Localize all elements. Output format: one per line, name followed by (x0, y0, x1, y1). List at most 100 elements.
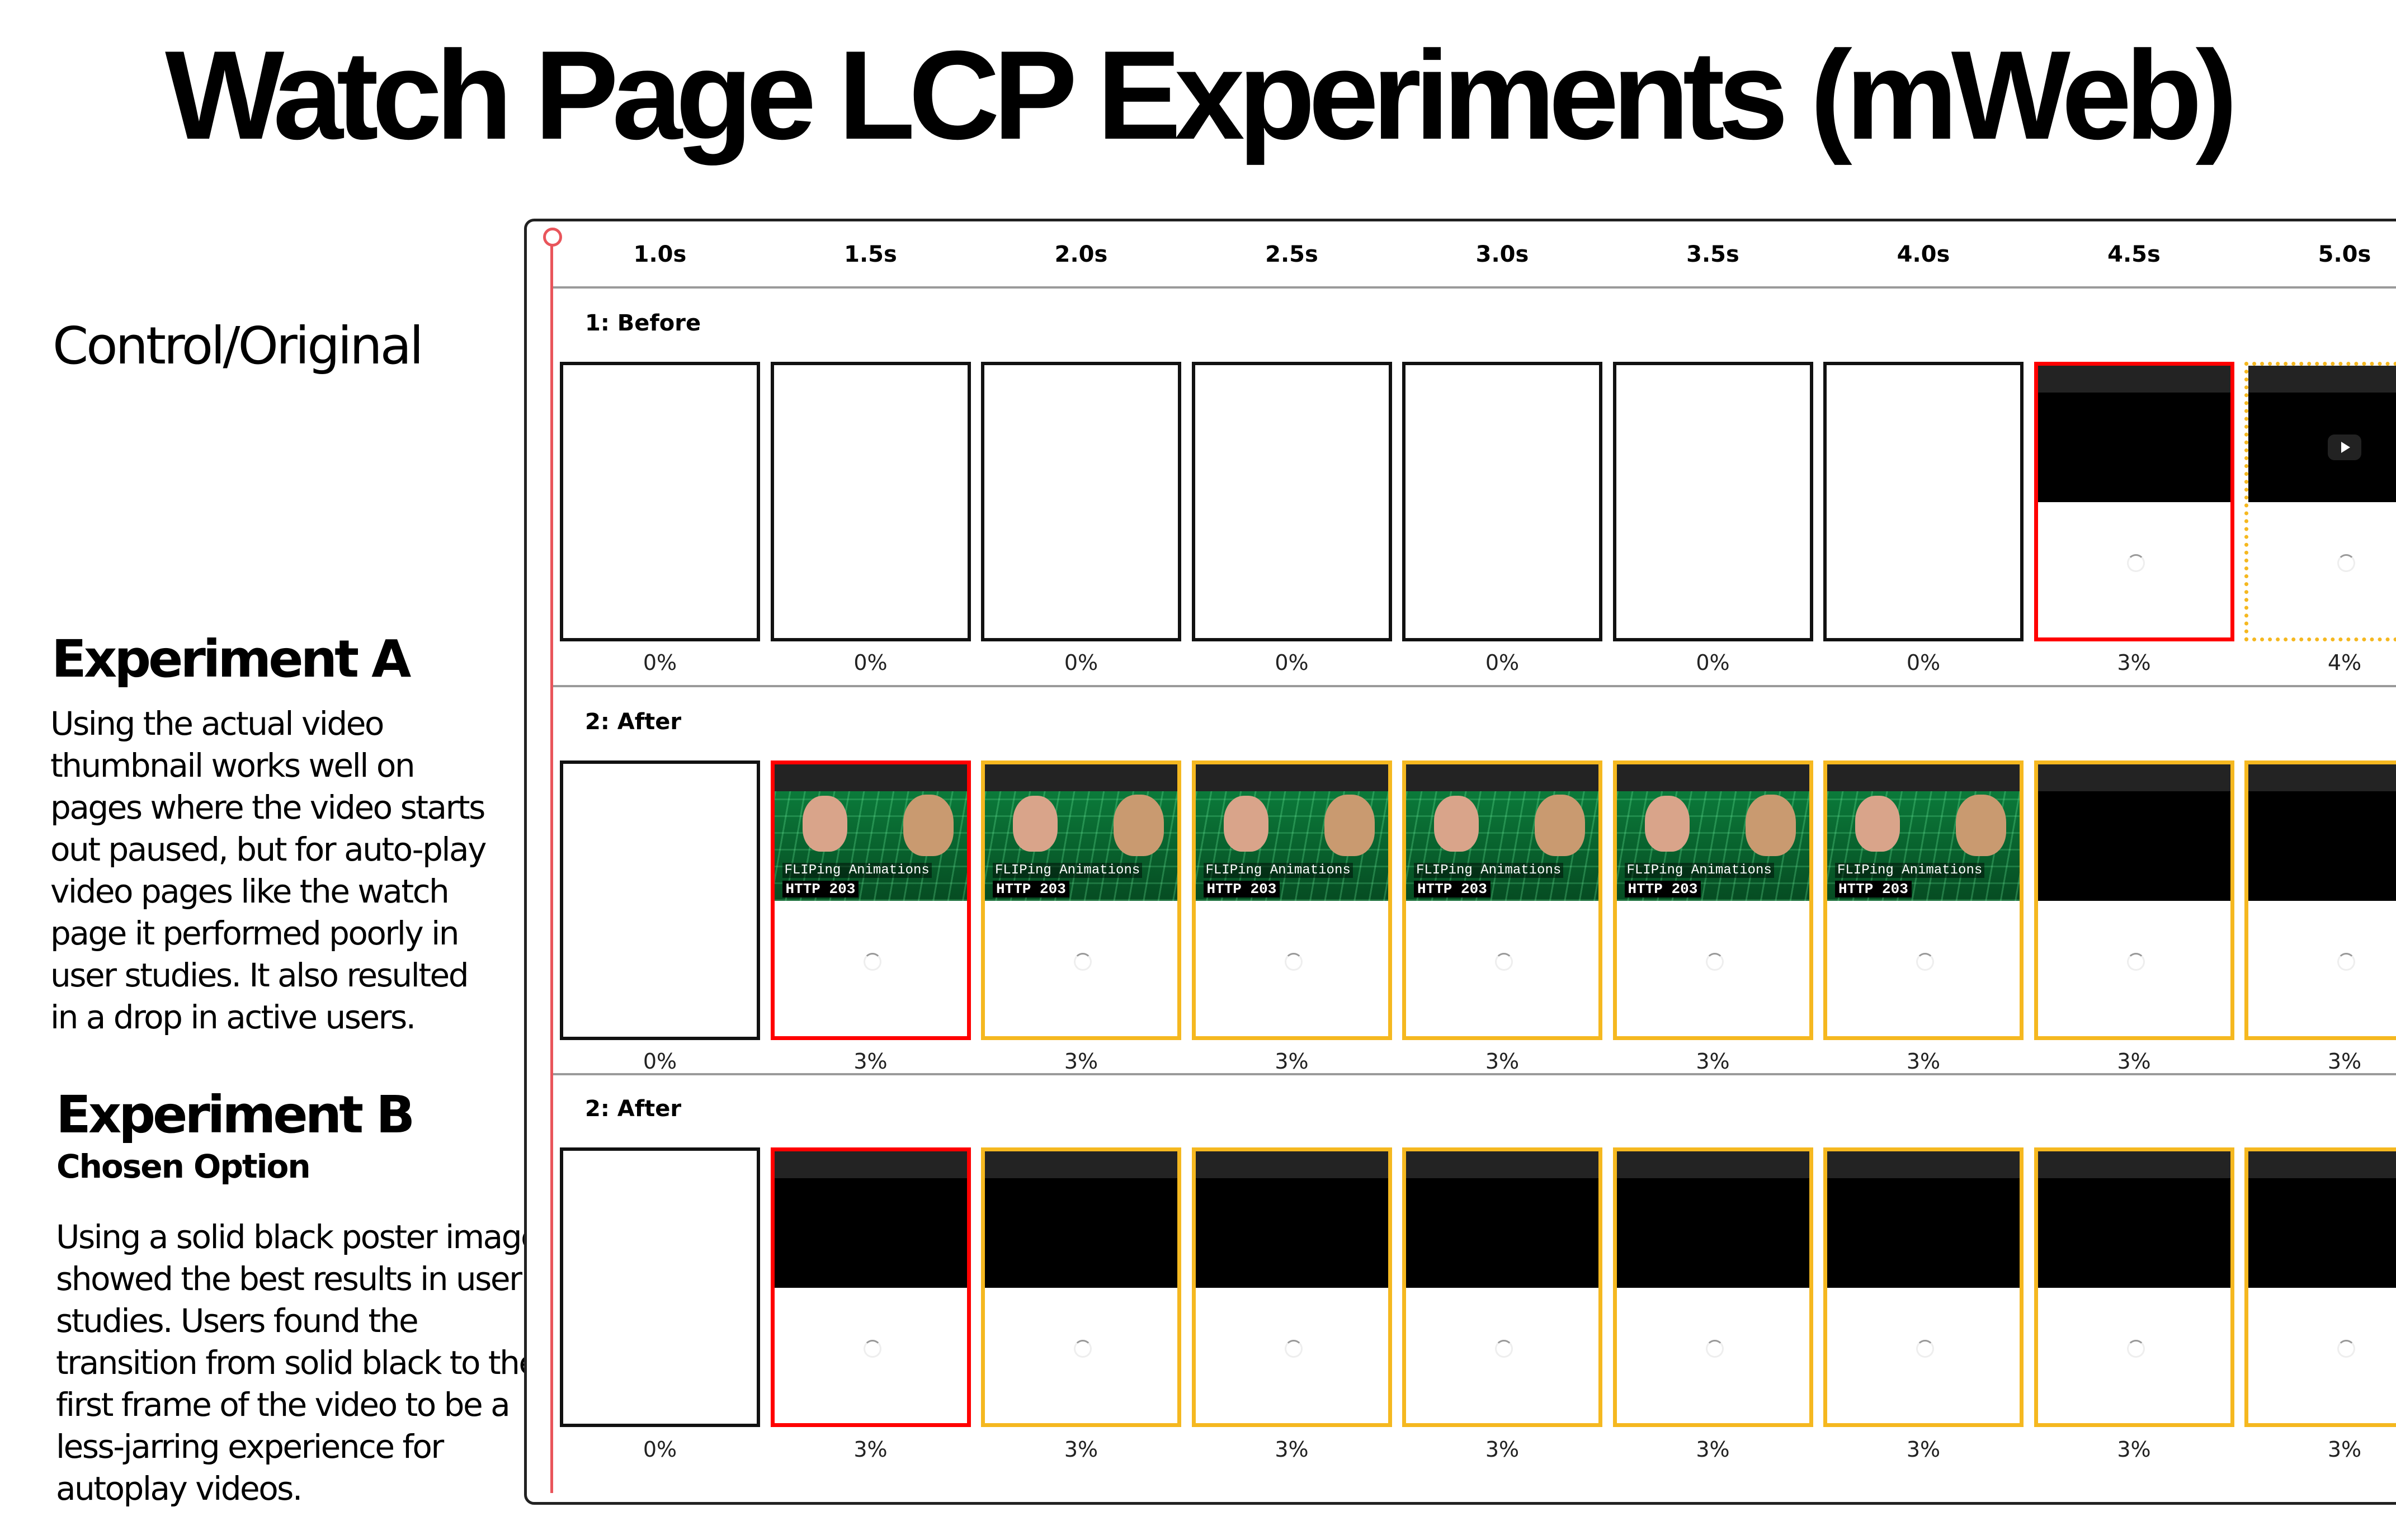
description-line: autoplay videos. (56, 1470, 303, 1508)
timeline-marker-handle[interactable] (543, 228, 562, 247)
filmstrip-frame[interactable] (1191, 1147, 1392, 1427)
presenter-image (1114, 795, 1164, 856)
frame-screenshot: FLIPing Animations HTTP 203 (985, 764, 1177, 1036)
visual-progress: 0% (643, 1049, 677, 1074)
loading-spinner-icon (1705, 1339, 1724, 1358)
thumbnail-subtitle: HTTP 203 (1414, 881, 1491, 897)
loading-spinner-icon (1284, 1339, 1303, 1358)
filmstrip-frame[interactable] (770, 362, 971, 641)
filmstrip-frame[interactable]: FLIPing Animations HTTP 203 (981, 760, 1181, 1040)
time-tick: 3.5s (1686, 242, 1739, 267)
frame-screenshot (984, 365, 1178, 638)
filmstrip-frame[interactable]: FLIPing Animations HTTP 203 (770, 760, 971, 1040)
loading-spinner-icon (2126, 554, 2145, 572)
filmstrip-frame[interactable] (1191, 362, 1392, 641)
filmstrip-frame[interactable] (770, 1147, 971, 1427)
description-line: user studies. It also resulted (50, 956, 469, 994)
presenter-image (1855, 796, 1900, 852)
loading-spinner-icon (1705, 952, 1724, 971)
filmstrip-frame[interactable] (2034, 760, 2234, 1040)
video-thumbnail: FLIPing Animations HTTP 203 (774, 791, 967, 901)
thumbnail-subtitle: HTTP 203 (782, 881, 859, 897)
filmstrip-frame[interactable] (2244, 362, 2396, 641)
visual-progress: 3% (1275, 1049, 1309, 1074)
page-header-bar (985, 764, 1177, 791)
page-header-bar (1195, 764, 1388, 791)
row-label: 2: After (585, 1096, 682, 1122)
page-header-bar (1827, 1151, 2020, 1178)
thumbnail-title: FLIPing Animations (782, 863, 932, 878)
filmstrip-frame[interactable]: FLIPing Animations HTTP 203 (1191, 760, 1392, 1040)
page-header-bar (985, 1151, 1177, 1178)
black-poster (985, 1178, 1177, 1288)
filmstrip-frame[interactable] (1402, 362, 1602, 641)
filmstrip-frame[interactable] (2244, 1147, 2396, 1427)
time-tick: 1.0s (633, 242, 687, 267)
page-header-bar (1195, 1151, 1388, 1178)
loading-spinner-icon (2126, 1339, 2145, 1358)
loading-spinner-icon (2337, 1339, 2355, 1358)
visual-progress: 3% (853, 1437, 888, 1462)
filmstrip-frame[interactable] (1823, 1147, 2024, 1427)
black-poster (774, 1178, 967, 1288)
video-thumbnail: FLIPing Animations HTTP 203 (1827, 791, 2020, 901)
filmstrip-frame[interactable] (560, 760, 760, 1040)
filmstrip-frame[interactable] (1612, 1147, 1813, 1427)
loading-spinner-icon (2337, 952, 2355, 971)
description-line: in a drop in active users. (50, 998, 416, 1036)
filmstrip-frame[interactable] (1402, 1147, 1602, 1427)
filmstrip-frame[interactable] (560, 362, 760, 641)
filmstrip-frame[interactable] (1612, 362, 1813, 641)
thumbnail-title: FLIPing Animations (1203, 863, 1353, 878)
visual-progress: 3% (1275, 1437, 1309, 1462)
black-poster (1616, 1178, 1809, 1288)
frame-screenshot (1195, 1151, 1388, 1423)
page-header-bar (1616, 1151, 1809, 1178)
filmstrip-frame[interactable] (560, 1147, 760, 1427)
page-header-bar (1827, 764, 2020, 791)
experiment-a-heading: Experiment A (51, 629, 411, 689)
time-tick: 5.0s (2318, 242, 2371, 267)
row-label: 2: After (585, 709, 682, 735)
filmstrip-frame[interactable] (981, 1147, 1181, 1427)
loading-spinner-icon (1074, 952, 1092, 971)
visual-progress: 0% (643, 650, 677, 675)
thumbnail-title: FLIPing Animations (1624, 863, 1774, 878)
filmstrip-frame[interactable] (981, 362, 1181, 641)
visual-progress: 3% (1485, 1437, 1520, 1462)
frame-screenshot (563, 1151, 757, 1424)
timeline-marker-line[interactable] (550, 238, 553, 1493)
visual-progress: 3% (2327, 1437, 2362, 1462)
thumbnail-subtitle: HTTP 203 (1835, 881, 1912, 897)
page-header-bar (2037, 366, 2230, 393)
visual-progress: 3% (2117, 1049, 2151, 1074)
filmstrip-frame[interactable] (2034, 1147, 2234, 1427)
description-line: showed the best results in user (56, 1260, 522, 1298)
filmstrip-frame[interactable]: FLIPing Animations HTTP 203 (1612, 760, 1813, 1040)
experiment-b-subheading: Chosen Option (56, 1147, 311, 1185)
page-header-bar (774, 764, 967, 791)
play-icon (2328, 434, 2361, 460)
frame-screenshot (1195, 365, 1389, 638)
loading-spinner-icon (1284, 952, 1303, 971)
presenter-image (1956, 795, 2006, 856)
filmstrip-frame[interactable] (1823, 362, 2024, 641)
frame-screenshot (2037, 1151, 2230, 1423)
page-header-bar (1406, 1151, 1598, 1178)
black-poster (2248, 1178, 2396, 1288)
frame-screenshot: FLIPing Animations HTTP 203 (1827, 764, 2020, 1036)
video-thumbnail: FLIPing Animations HTTP 203 (1195, 791, 1388, 901)
page-header-bar (2037, 764, 2230, 791)
filmstrip-frame[interactable] (2244, 760, 2396, 1040)
visual-progress: 0% (1064, 650, 1098, 675)
experiment-b-heading: Experiment B (56, 1085, 415, 1145)
page-header-bar (774, 1151, 967, 1178)
video-thumbnail: FLIPing Animations HTTP 203 (1616, 791, 1809, 901)
time-tick: 3.0s (1475, 242, 1529, 267)
visual-progress: 4% (2327, 650, 2362, 675)
frame-screenshot (1827, 365, 2020, 638)
filmstrip-frame[interactable] (2034, 362, 2234, 641)
filmstrip-frame[interactable]: FLIPing Animations HTTP 203 (1402, 760, 1602, 1040)
filmstrip-frame[interactable]: FLIPing Animations HTTP 203 (1823, 760, 2024, 1040)
loading-spinner-icon (1916, 1339, 1934, 1358)
